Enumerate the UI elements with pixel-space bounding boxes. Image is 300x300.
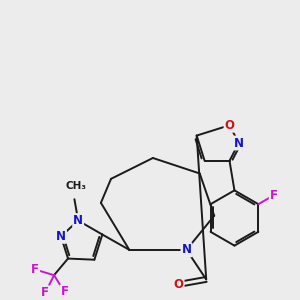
Text: CH₃: CH₃ <box>66 181 87 191</box>
Text: N: N <box>234 136 244 149</box>
Text: F: F <box>61 285 68 298</box>
Text: N: N <box>73 214 83 227</box>
Text: N: N <box>182 243 191 256</box>
Text: F: F <box>31 263 39 276</box>
Text: F: F <box>41 286 49 299</box>
Text: O: O <box>174 278 184 291</box>
Text: F: F <box>270 189 278 202</box>
Text: N: N <box>56 230 66 243</box>
Text: O: O <box>224 119 235 132</box>
